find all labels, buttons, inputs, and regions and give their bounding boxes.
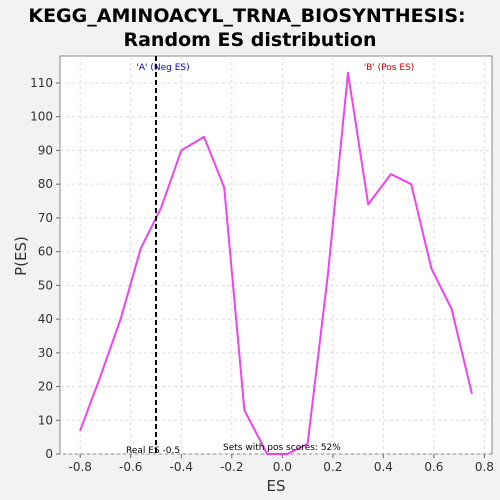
gridlines <box>60 56 492 455</box>
series-line <box>79 71 473 455</box>
y-tick-label: 100 <box>30 110 53 124</box>
series-layer <box>79 71 473 455</box>
x-tick-label: 0.8 <box>475 460 494 474</box>
data-point <box>470 392 473 395</box>
data-point <box>99 375 102 378</box>
x-tick-label: -0.4 <box>170 460 193 474</box>
real-es-label: Real ES -0.5 <box>126 446 180 456</box>
y-tick-label: 50 <box>38 278 53 292</box>
data-point <box>119 318 122 320</box>
y-tick-label: 10 <box>38 413 53 427</box>
data-point <box>160 206 163 209</box>
chart-subtitle: Random ES distribution <box>123 29 376 51</box>
x-tick-label: -0.8 <box>68 460 91 474</box>
y-axis-label: P(ES) <box>12 236 30 276</box>
data-point <box>223 186 226 189</box>
data-point <box>266 453 269 455</box>
data-point <box>326 274 329 277</box>
chart-title: KEGG_AMINOACYL_TRNA_BIOSYNTHESIS: <box>28 5 465 27</box>
data-point <box>243 409 246 412</box>
data-point <box>180 149 183 152</box>
data-point <box>367 203 370 206</box>
data-point <box>203 136 205 138</box>
data-point <box>139 247 142 250</box>
data-point <box>79 429 82 432</box>
axis-ticks: 0 10 20 30 40 50 60 70 80 90 100 110 -0.8 -0.6 -0.4 -0.… <box>30 76 494 474</box>
data-point <box>347 72 349 74</box>
x-tick-label: 0.6 <box>424 460 443 474</box>
y-tick-label: 70 <box>38 211 53 225</box>
x-tick-label: -0.6 <box>119 460 142 474</box>
y-tick-label: 80 <box>38 177 53 191</box>
x-tick-label: 0.4 <box>374 460 393 474</box>
x-tick-label: -0.2 <box>220 460 243 474</box>
data-point <box>390 173 392 176</box>
y-tick-label: 110 <box>30 76 53 90</box>
data-point <box>306 443 309 445</box>
x-tick-label: 0.2 <box>323 460 342 474</box>
pos-scores-label: Sets with pos scores: 52% <box>223 443 341 453</box>
data-point <box>430 267 433 270</box>
plot-area <box>59 55 493 455</box>
pos-es-label: 'B' (Pos ES) <box>364 63 415 73</box>
data-point <box>286 453 289 455</box>
neg-es-label: 'A' (Neg ES) <box>136 63 189 73</box>
x-axis-label: ES <box>267 477 286 495</box>
data-point <box>410 183 413 186</box>
x-tick-label: 0.0 <box>273 460 292 474</box>
y-tick-label: 0 <box>45 447 53 461</box>
annotation-layer: 'A' (Neg ES) 'B' (Pos ES) Real ES -0.5 Sets… <box>126 56 414 456</box>
y-tick-label: 90 <box>38 143 53 157</box>
y-tick-label: 40 <box>38 312 53 326</box>
data-point <box>450 308 453 310</box>
y-tick-label: 30 <box>38 346 53 360</box>
y-tick-label: 20 <box>38 380 53 394</box>
y-tick-label: 60 <box>38 245 53 259</box>
